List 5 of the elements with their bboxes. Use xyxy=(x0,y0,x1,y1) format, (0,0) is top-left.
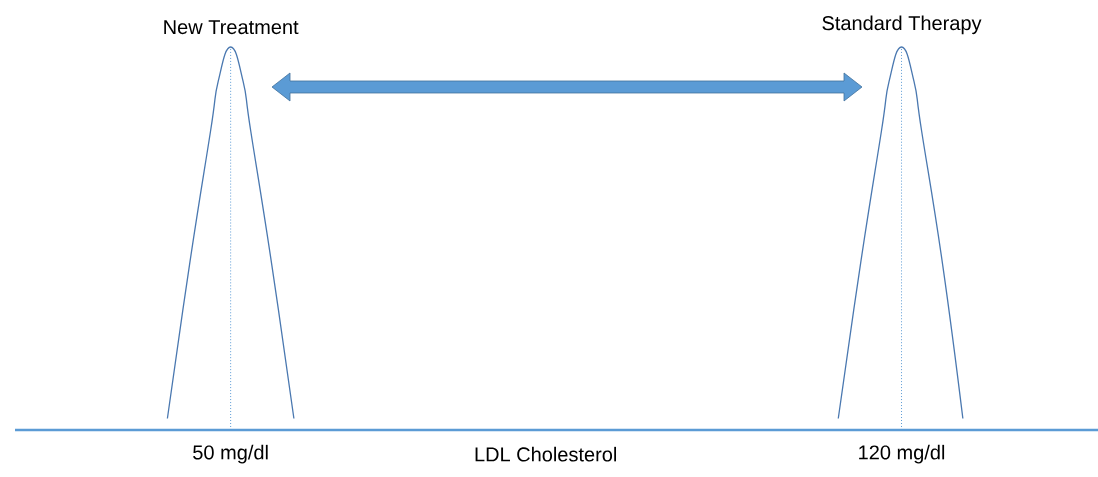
series-label: Standard Therapy xyxy=(822,15,982,35)
x-axis-title: LDL Cholesterol xyxy=(475,446,617,462)
x-tick-label: 50 mg/dl xyxy=(193,444,268,464)
x-tick-label: 120 mg/dl xyxy=(859,444,945,464)
series-label: New Treatment xyxy=(164,20,299,35)
